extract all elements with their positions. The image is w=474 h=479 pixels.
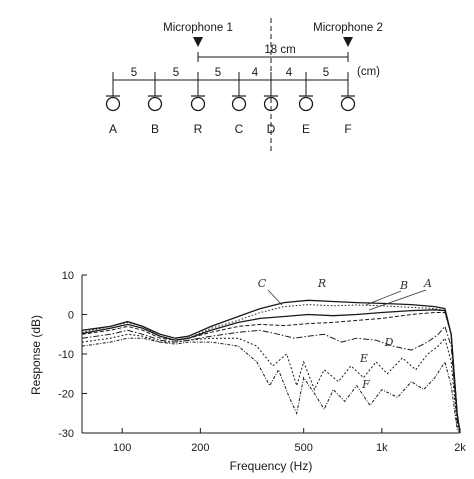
mic-icon-c xyxy=(231,96,247,112)
position-label-r: R xyxy=(194,122,203,136)
mic-icon-f xyxy=(340,96,356,112)
position-label-f: F xyxy=(344,122,351,136)
mic-diagram: Microphone 1 Microphone 2 18 cm (cm) 5 5… xyxy=(105,18,383,152)
mic-icon-r xyxy=(190,96,206,112)
y-tick-label: -10 xyxy=(58,349,74,361)
series-label-d: D xyxy=(384,336,394,349)
position-label-a: A xyxy=(109,122,117,136)
spacing-label-br: 5 xyxy=(173,67,179,79)
unit-label: (cm) xyxy=(357,66,380,78)
spacing-label-ab: 5 xyxy=(131,67,137,79)
series-label-e: E xyxy=(359,352,368,365)
x-axis-title: Frequency (Hz) xyxy=(230,459,313,473)
series-line-b xyxy=(81,309,461,434)
series-line-d xyxy=(81,325,461,434)
series-lines xyxy=(81,299,461,434)
series-labels: R C B A D EF xyxy=(258,277,432,391)
series-label-a: A xyxy=(423,277,432,290)
spacing-label-rc: 5 xyxy=(215,67,221,79)
mic-icon-b xyxy=(147,96,163,112)
spacing-label-cd: 4 xyxy=(252,67,259,79)
microphone-1-label: Microphone 1 xyxy=(163,22,233,34)
x-axis-ticks: 100 200 500 1k 2k xyxy=(113,428,466,454)
y-axis-ticks: 10 0 -10 -20 -30 xyxy=(58,270,87,440)
series-leader-b xyxy=(365,290,402,306)
microphone-2-marker xyxy=(343,37,353,47)
series-line-r xyxy=(81,299,461,434)
mic-icon-d xyxy=(263,96,279,112)
series-leader-c xyxy=(267,289,283,306)
y-tick-label: -20 xyxy=(58,389,74,401)
mic-icon-a xyxy=(105,96,121,112)
y-axis-title: Response (dB) xyxy=(29,315,43,395)
span-18cm-label: 18 cm xyxy=(264,44,295,56)
y-tick-label: 0 xyxy=(68,310,74,322)
y-tick-label: 10 xyxy=(62,270,74,282)
position-label-c: C xyxy=(235,122,244,136)
series-line-f xyxy=(81,337,461,434)
x-tick-label: 1k xyxy=(376,442,388,454)
series-label-r: R xyxy=(317,277,326,290)
series-label-c: C xyxy=(258,277,267,290)
position-label-b: B xyxy=(151,122,159,136)
position-label-d: D xyxy=(267,122,276,136)
series-line-e xyxy=(81,333,461,434)
microphone-2-label: Microphone 2 xyxy=(313,22,383,34)
x-tick-label: 200 xyxy=(191,442,209,454)
position-label-e: E xyxy=(302,122,310,136)
x-tick-label: 100 xyxy=(113,442,131,454)
y-tick-label: -30 xyxy=(58,428,74,440)
x-tick-label: 2k xyxy=(454,442,466,454)
series-line-c xyxy=(81,304,461,434)
series-line-a xyxy=(81,312,461,434)
mic-icon-e xyxy=(298,96,314,112)
microphone-1-marker xyxy=(193,37,203,47)
spacing-label-ef: 5 xyxy=(323,67,329,79)
series-leader-a xyxy=(368,289,427,311)
spacing-label-de: 4 xyxy=(286,67,293,79)
series-label-f: F xyxy=(361,378,370,391)
series-label-b: B xyxy=(399,279,408,292)
x-tick-label: 500 xyxy=(295,442,313,454)
